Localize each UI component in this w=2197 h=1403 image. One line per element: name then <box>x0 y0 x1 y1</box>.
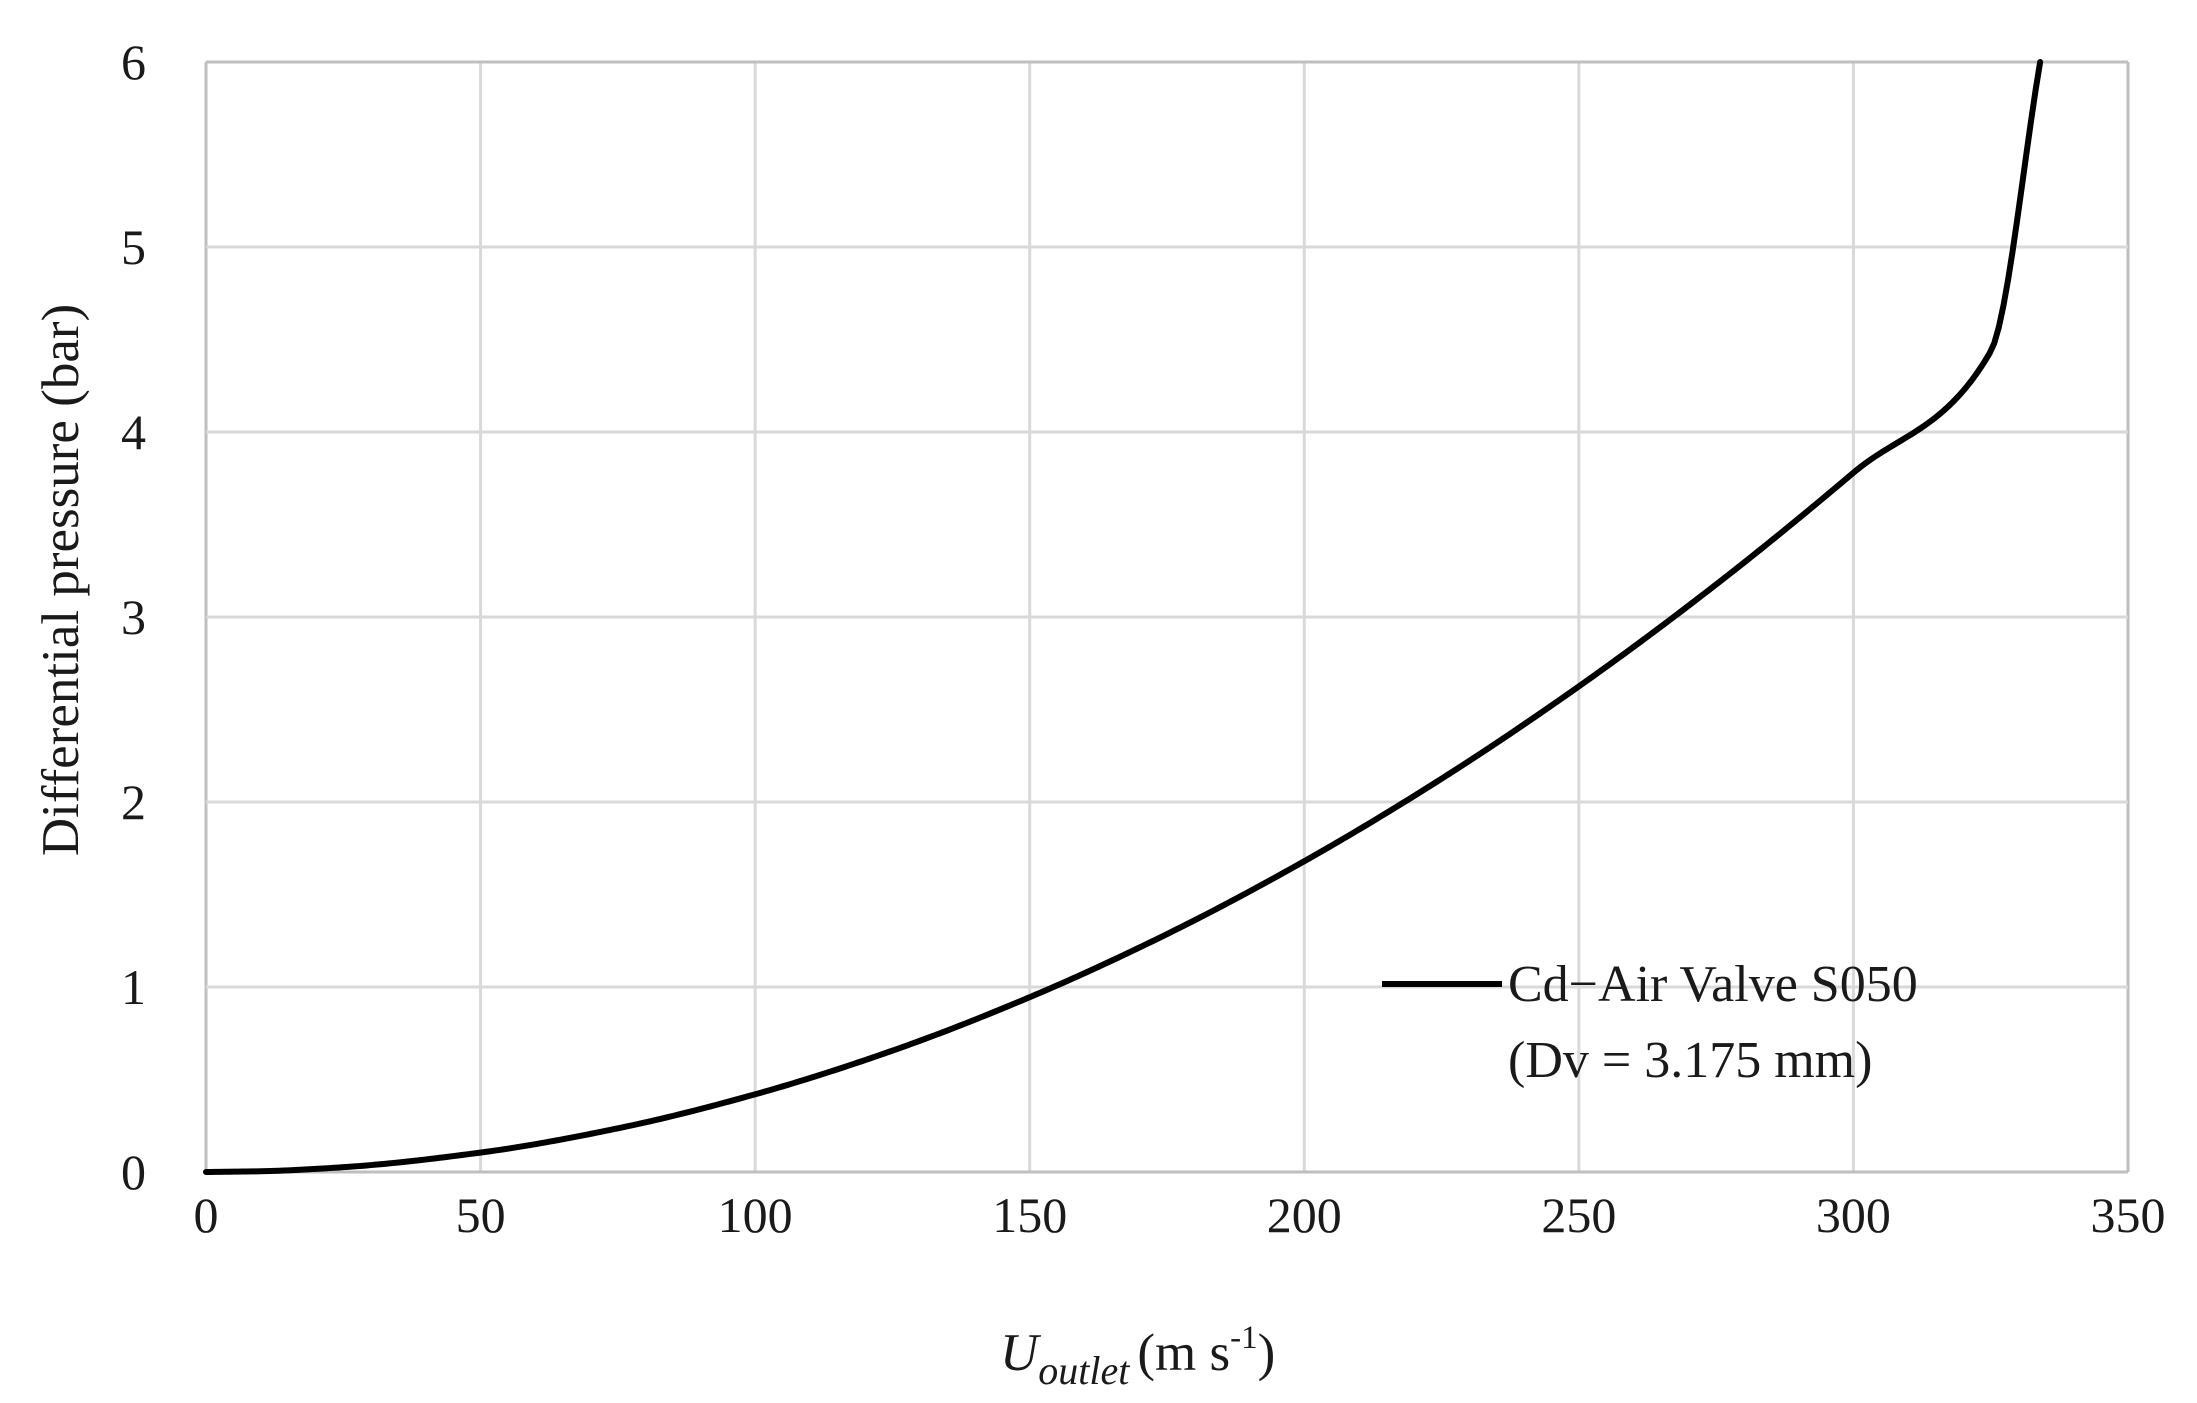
legend-label-line2: (Dv = 3.175 mm) <box>1508 1032 1872 1089</box>
y-tick-label: 6 <box>121 34 146 90</box>
x-tick-label: 100 <box>718 1187 793 1243</box>
grid-lines <box>204 60 2130 1174</box>
x-tick-label: 300 <box>1816 1187 1891 1243</box>
x-axis-title: Uoutlet (m s-1) <box>1000 1320 1275 1393</box>
series-layer <box>203 59 2044 1175</box>
y-tick-label: 2 <box>121 774 146 830</box>
x-axis-units-prefix: (m s <box>1137 1324 1230 1382</box>
x-tick-label: 200 <box>1267 1187 1342 1243</box>
tick-labels: 0 50 100 150 200 250 300 350 0 1 2 3 4 5 6 <box>121 34 2166 1243</box>
x-tick-label: 350 <box>2091 1187 2166 1243</box>
x-axis-units-suffix: ) <box>1258 1324 1276 1382</box>
legend: Cd−Air Valve S050 (Dv = 3.175 mm) <box>1382 956 1918 1089</box>
legend-label: Cd−Air Valve S050 <box>1508 956 1918 1013</box>
series-line <box>203 59 2044 1175</box>
y-tick-label: 1 <box>121 959 146 1015</box>
y-axis-title: Differential pressure (bar) <box>32 304 90 856</box>
x-tick-label: 250 <box>1541 1187 1616 1243</box>
x-axis-units-exponent: -1 <box>1230 1320 1258 1356</box>
y-tick-label: 3 <box>121 589 146 645</box>
y-tick-label: 0 <box>121 1144 146 1200</box>
x-axis-subscript: outlet <box>1038 1348 1130 1393</box>
y-tick-label: 4 <box>121 404 146 460</box>
x-tick-label: 0 <box>194 1187 219 1243</box>
x-axis-symbol: U <box>1000 1324 1042 1382</box>
y-tick-label: 5 <box>121 219 146 275</box>
x-tick-label: 150 <box>992 1187 1067 1243</box>
x-tick-label: 50 <box>456 1187 506 1243</box>
